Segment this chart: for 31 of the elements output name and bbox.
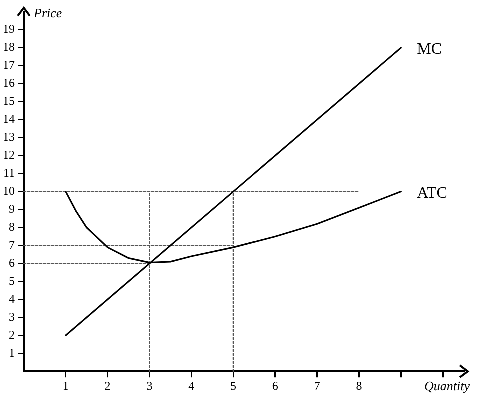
y-tick-label: 10 [3,184,15,198]
x-tick-label: 8 [356,378,362,393]
y-tick-label: 6 [9,256,15,270]
x-tick-label: 5 [230,378,237,393]
x-tick-label: 7 [314,378,320,393]
y-tick-label: 14 [3,112,15,126]
y-tick-label: 9 [9,202,15,216]
y-tick-label: 13 [3,130,15,144]
y-tick-label: 11 [3,166,15,180]
x-tick-label: 2 [104,378,111,393]
x-tick-label: 4 [188,378,195,393]
y-axis-title: Price [33,5,62,20]
x-tick-label: 6 [272,378,278,393]
y-tick-label: 19 [3,22,15,36]
y-tick-label: 2 [9,328,15,342]
y-tick-label: 4 [9,292,15,306]
x-axis-title: Quantity [424,378,470,394]
y-tick-label: 12 [3,148,15,162]
series-label: MC [417,41,442,58]
y-tick-label: 1 [9,346,15,360]
y-tick-label: 3 [9,310,15,324]
y-tick-label: 8 [9,220,15,234]
y-tick-label: 7 [9,238,15,252]
y-tick-label: 15 [3,94,15,108]
y-tick-label: 18 [3,40,15,54]
y-tick-label: 5 [9,274,15,288]
y-tick-label: 16 [3,76,15,90]
series-label: ATC [417,185,448,202]
x-tick-label: 1 [62,378,69,393]
x-tick-label: 3 [146,378,153,393]
y-tick-label: 17 [3,58,15,72]
